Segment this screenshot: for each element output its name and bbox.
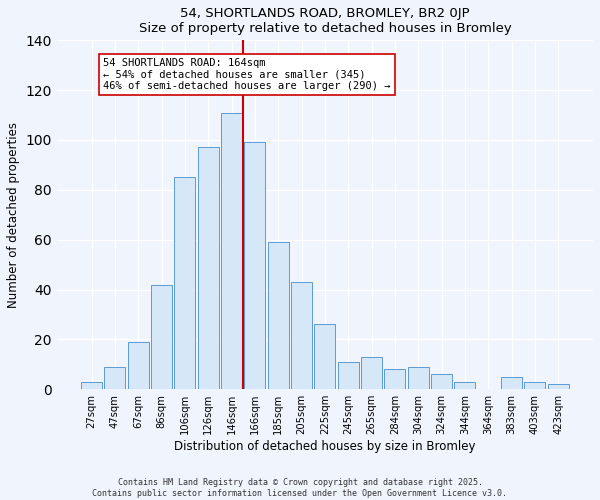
Bar (548, 384, 569, 390)
Bar (151, 284, 172, 390)
Bar (81, 382, 102, 390)
Bar (338, 362, 359, 390)
Bar (501, 377, 522, 390)
Bar (524, 382, 545, 390)
Bar (128, 342, 149, 390)
Bar (104, 367, 125, 390)
Text: 54 SHORTLANDS ROAD: 164sqm
← 54% of detached houses are smaller (345)
46% of sem: 54 SHORTLANDS ROAD: 164sqm ← 54% of deta… (103, 58, 391, 91)
Text: Contains HM Land Registry data © Crown copyright and database right 2025.
Contai: Contains HM Land Registry data © Crown c… (92, 478, 508, 498)
Bar (268, 242, 289, 390)
Bar (408, 367, 429, 390)
Bar (385, 370, 406, 390)
Bar (431, 374, 452, 390)
X-axis label: Distribution of detached houses by size in Bromley: Distribution of detached houses by size … (174, 440, 476, 453)
Bar (175, 178, 196, 390)
Y-axis label: Number of detached properties: Number of detached properties (7, 122, 20, 308)
Bar (454, 382, 475, 390)
Bar (314, 324, 335, 390)
Bar (198, 148, 219, 390)
Bar (221, 112, 242, 390)
Bar (244, 142, 265, 390)
Bar (361, 357, 382, 390)
Title: 54, SHORTLANDS ROAD, BROMLEY, BR2 0JP
Size of property relative to detached hous: 54, SHORTLANDS ROAD, BROMLEY, BR2 0JP Si… (139, 7, 511, 35)
Bar (291, 282, 312, 390)
